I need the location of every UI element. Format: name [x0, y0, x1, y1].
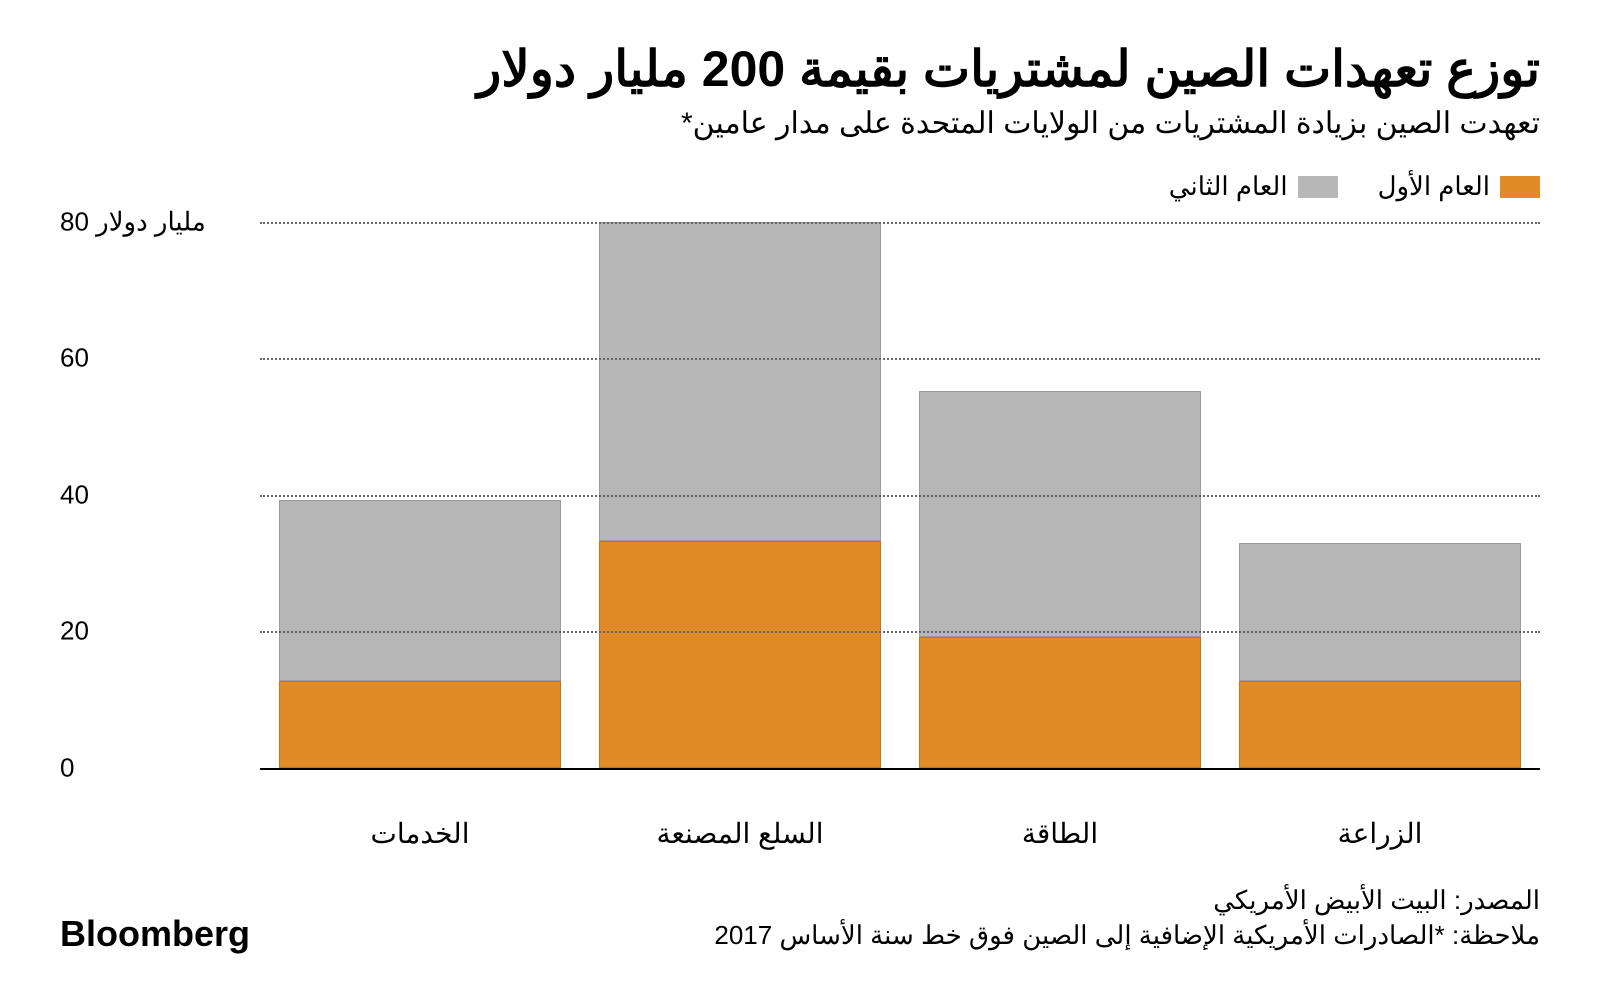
- bar-segment-year1: [599, 541, 881, 768]
- legend-item-year1: العام الأول: [1378, 171, 1540, 202]
- x-tick-label: الزراعة: [1239, 817, 1521, 850]
- y-tick-label: 80 مليار دولار: [60, 207, 206, 238]
- gridline: [260, 495, 1540, 497]
- y-tick-label: 40: [60, 479, 89, 510]
- x-tick-label: السلع المصنعة: [599, 817, 881, 850]
- chart-subtitle: تعهدت الصين بزيادة المشتريات من الولايات…: [60, 106, 1540, 141]
- bar-segment-year2: [1239, 543, 1521, 681]
- baseline: [260, 768, 1540, 770]
- bar-segment-year2: [279, 500, 561, 681]
- x-axis-labels: الخدمات السلع المصنعة الطاقة الزراعة: [260, 817, 1540, 850]
- gridline: [260, 631, 1540, 633]
- bar-segment-year1: [279, 681, 561, 768]
- source-text: المصدر: البيت الأبيض الأمريكي: [714, 885, 1540, 916]
- y-tick-label: 0: [60, 752, 74, 783]
- legend-swatch-year2: [1298, 176, 1338, 198]
- bar-segment-year2: [919, 391, 1201, 637]
- y-tick-label: 20: [60, 616, 89, 647]
- footer: المصدر: البيت الأبيض الأمريكي ملاحظة: *ا…: [60, 885, 1540, 955]
- legend-label-year1: العام الأول: [1378, 171, 1490, 202]
- chart-title: توزع تعهدات الصين لمشتريات بقيمة 200 ملي…: [60, 40, 1540, 98]
- legend-label-year2: العام الثاني: [1169, 171, 1288, 202]
- footer-text: المصدر: البيت الأبيض الأمريكي ملاحظة: *ا…: [714, 885, 1540, 955]
- bar-segment-year1: [1239, 681, 1521, 768]
- x-tick-label: الخدمات: [279, 817, 561, 850]
- brand-logo: Bloomberg: [60, 913, 250, 955]
- x-tick-label: الطاقة: [919, 817, 1201, 850]
- gridline: [260, 358, 1540, 360]
- legend: العام الأول العام الثاني: [60, 171, 1540, 202]
- gridline: [260, 222, 1540, 224]
- plot-area: [260, 222, 1540, 802]
- chart-area: 020406080 مليار دولار: [60, 222, 1540, 802]
- bar-segment-year2: [599, 222, 881, 541]
- legend-item-year2: العام الثاني: [1169, 171, 1338, 202]
- y-tick-label: 60: [60, 343, 89, 374]
- note-text: ملاحظة: *الصادرات الأمريكية الإضافية إلى…: [714, 920, 1540, 951]
- bar-segment-year1: [919, 637, 1201, 767]
- legend-swatch-year1: [1500, 176, 1540, 198]
- y-axis-labels: 020406080 مليار دولار: [60, 222, 260, 802]
